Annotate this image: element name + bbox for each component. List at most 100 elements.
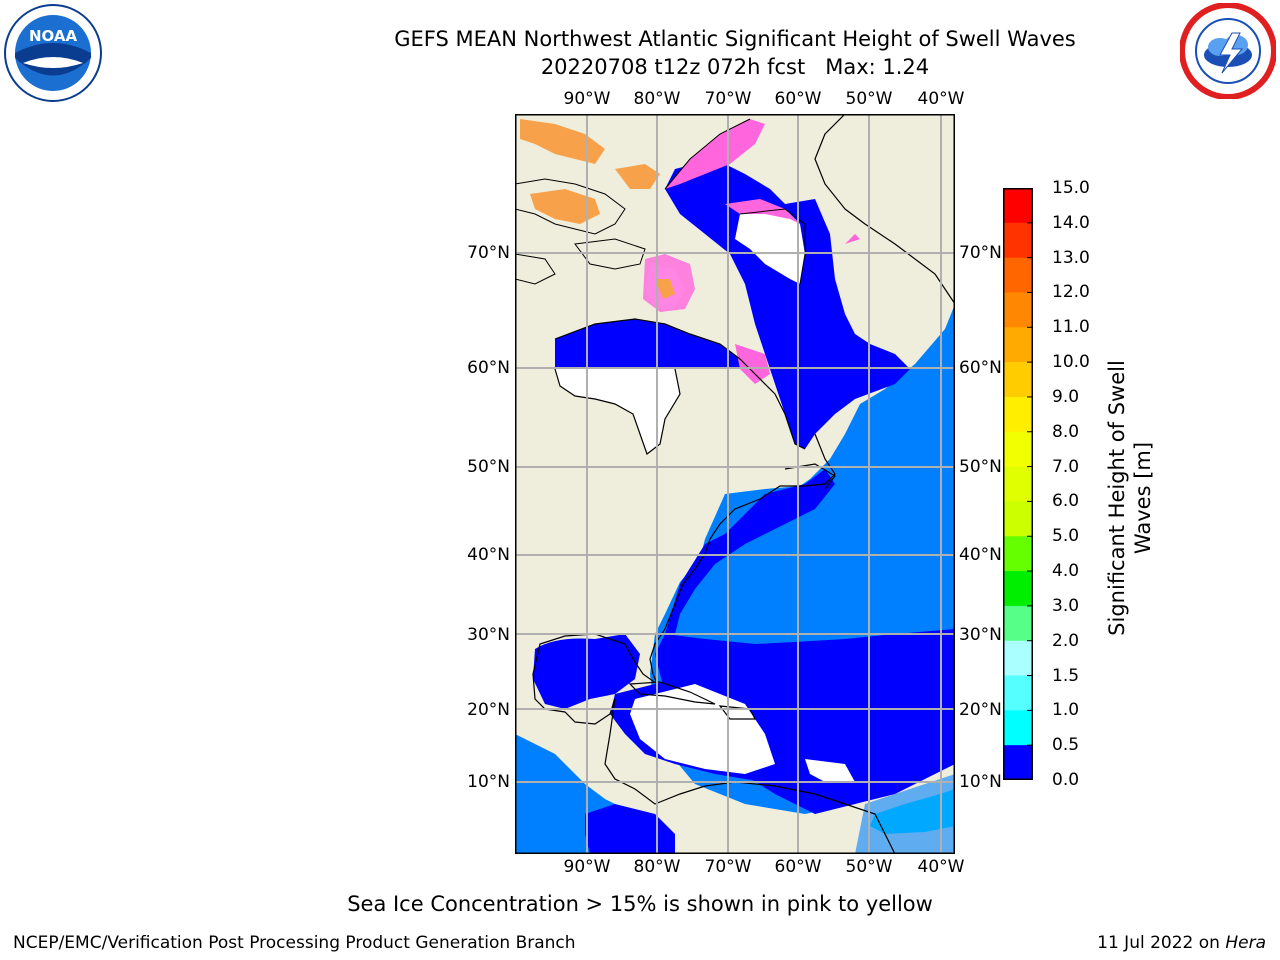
colorbar-tick-label: 2.0 (1052, 630, 1080, 651)
lat-label-left: 50°N (467, 457, 510, 477)
colorbar-tick-label: 11.0 (1052, 317, 1090, 338)
map-frame (515, 114, 955, 854)
lon-label-top: 50°W (845, 89, 893, 109)
colorbar-title: Significant Height of Swell Waves [m] (1104, 333, 1156, 663)
ocean-region-low (555, 319, 750, 369)
footer-date: 11 Jul 2022 on Hera (1097, 933, 1266, 953)
colorbar-segment (1003, 466, 1033, 502)
ocean-region-low (665, 469, 835, 634)
colorbar-title-line: Waves [m] (1131, 441, 1155, 555)
colorbar-segment (1003, 640, 1033, 677)
colorbar-tick-label: 8.0 (1052, 421, 1080, 442)
lon-label-top: 90°W (563, 89, 611, 109)
colorbar-segment (1003, 675, 1033, 711)
colorbar-segment (1003, 745, 1033, 780)
footer-host: Hera (1225, 933, 1266, 953)
colorbar-tick-label: 1.5 (1052, 665, 1080, 686)
colorbar-tick-label: 1.0 (1052, 700, 1080, 721)
lat-label-left: 30°N (467, 625, 510, 645)
colorbar-segment (1003, 571, 1033, 607)
colorbar-tick-label: 15.0 (1052, 178, 1090, 198)
sea-ice-note: Sea Ice Concentration > 15% is shown in … (347, 892, 933, 916)
colorbar-tick-label: 7.0 (1052, 456, 1080, 477)
lat-label-left: 10°N (467, 772, 510, 792)
coastline (554, 368, 681, 455)
coastline (604, 698, 896, 854)
ocean-region-low (655, 629, 955, 814)
coastline (628, 681, 716, 705)
lat-label-left: 60°N (467, 358, 510, 378)
lat-label-left: 40°N (467, 545, 510, 565)
lat-label-right: 60°N (959, 358, 1002, 378)
lat-label-right: 10°N (959, 772, 1002, 792)
ocean-missing-area (735, 209, 805, 284)
lon-label-bottom: 40°W (917, 857, 965, 877)
lon-label-bottom: 50°W (845, 857, 893, 877)
colorbar (1003, 188, 1033, 780)
lat-label-right: 30°N (959, 625, 1002, 645)
lat-label-right: 40°N (959, 545, 1002, 565)
colorbar-segment (1003, 362, 1033, 398)
colorbar-tick-label: 6.0 (1052, 491, 1080, 512)
noaa-logo-icon: NOAA (4, 4, 102, 102)
lat-label-left: 20°N (467, 700, 510, 720)
colorbar-tick-label: 14.0 (1052, 212, 1090, 233)
ocean-missing-area (630, 684, 775, 774)
lon-label-top: 70°W (704, 89, 752, 109)
lon-label-top: 40°W (917, 89, 965, 109)
coastline (664, 433, 836, 630)
colorbar-tick-label: 0.0 (1052, 770, 1080, 790)
coastline (664, 118, 751, 190)
ocean-missing-area (805, 759, 855, 782)
colorbar-segment (1003, 710, 1033, 746)
coastline (739, 208, 806, 285)
map-subtitle: 20220708 t12z 072h fcst Max: 1.24 (540, 55, 930, 79)
lat-label-left: 70°N (467, 243, 510, 263)
colorbar-segment (1003, 327, 1033, 363)
lat-label-right: 20°N (959, 700, 1002, 720)
lon-label-bottom: 60°W (774, 857, 822, 877)
lon-label-top: 80°W (633, 89, 681, 109)
lon-label-top: 60°W (774, 89, 822, 109)
lon-label-bottom: 90°W (563, 857, 611, 877)
coastline (554, 318, 806, 450)
lon-label-bottom: 70°W (704, 857, 752, 877)
colorbar-segment (1003, 431, 1033, 468)
lat-label-right: 70°N (959, 243, 1002, 263)
colorbar-title-line: Significant Height of Swell (1105, 360, 1129, 636)
colorbar-segment (1003, 222, 1033, 259)
colorbar-tick-label: 0.5 (1052, 735, 1080, 756)
colorbar-tick-label: 10.0 (1052, 352, 1090, 373)
colorbar-segment (1003, 292, 1033, 328)
colorbar-tick-label: 4.0 (1052, 561, 1080, 582)
swell-height-map (515, 114, 955, 854)
colorbar-segment (1003, 396, 1033, 433)
footer-credit: NCEP/EMC/Verification Post Processing Pr… (13, 933, 576, 953)
colorbar-segment (1003, 188, 1033, 224)
colorbar-segment (1003, 501, 1033, 537)
colorbar-segment (1003, 257, 1033, 293)
map-gridlines (515, 114, 955, 854)
noaa-logo-text: NOAA (29, 27, 78, 45)
ocean-region-mid (855, 774, 955, 854)
footer-date-text: 11 Jul 2022 on (1097, 933, 1226, 953)
lat-label-right: 50°N (959, 457, 1002, 477)
coastline (532, 628, 666, 725)
colorbar-tick-label: 5.0 (1052, 526, 1080, 547)
ocean-region-low (665, 159, 910, 449)
coastline (515, 253, 556, 285)
colorbar-tick-label: 13.0 (1052, 247, 1090, 268)
colorbar-segment (1003, 605, 1033, 642)
colorbar-tick-label: 3.0 (1052, 595, 1080, 616)
land-area (814, 114, 955, 306)
colorbar-tick-label: 12.0 (1052, 282, 1090, 303)
nws-logo-icon (1180, 3, 1276, 99)
colorbar-segment (1003, 536, 1033, 572)
coastline (515, 178, 626, 235)
lon-label-bottom: 80°W (633, 857, 681, 877)
map-title: GEFS MEAN Northwest Atlantic Significant… (394, 27, 1076, 51)
colorbar-tick-label: 9.0 (1052, 386, 1080, 407)
sea-ice-area (520, 119, 675, 299)
ocean-region-low (585, 804, 675, 854)
colorbar-frame (1003, 188, 1033, 780)
